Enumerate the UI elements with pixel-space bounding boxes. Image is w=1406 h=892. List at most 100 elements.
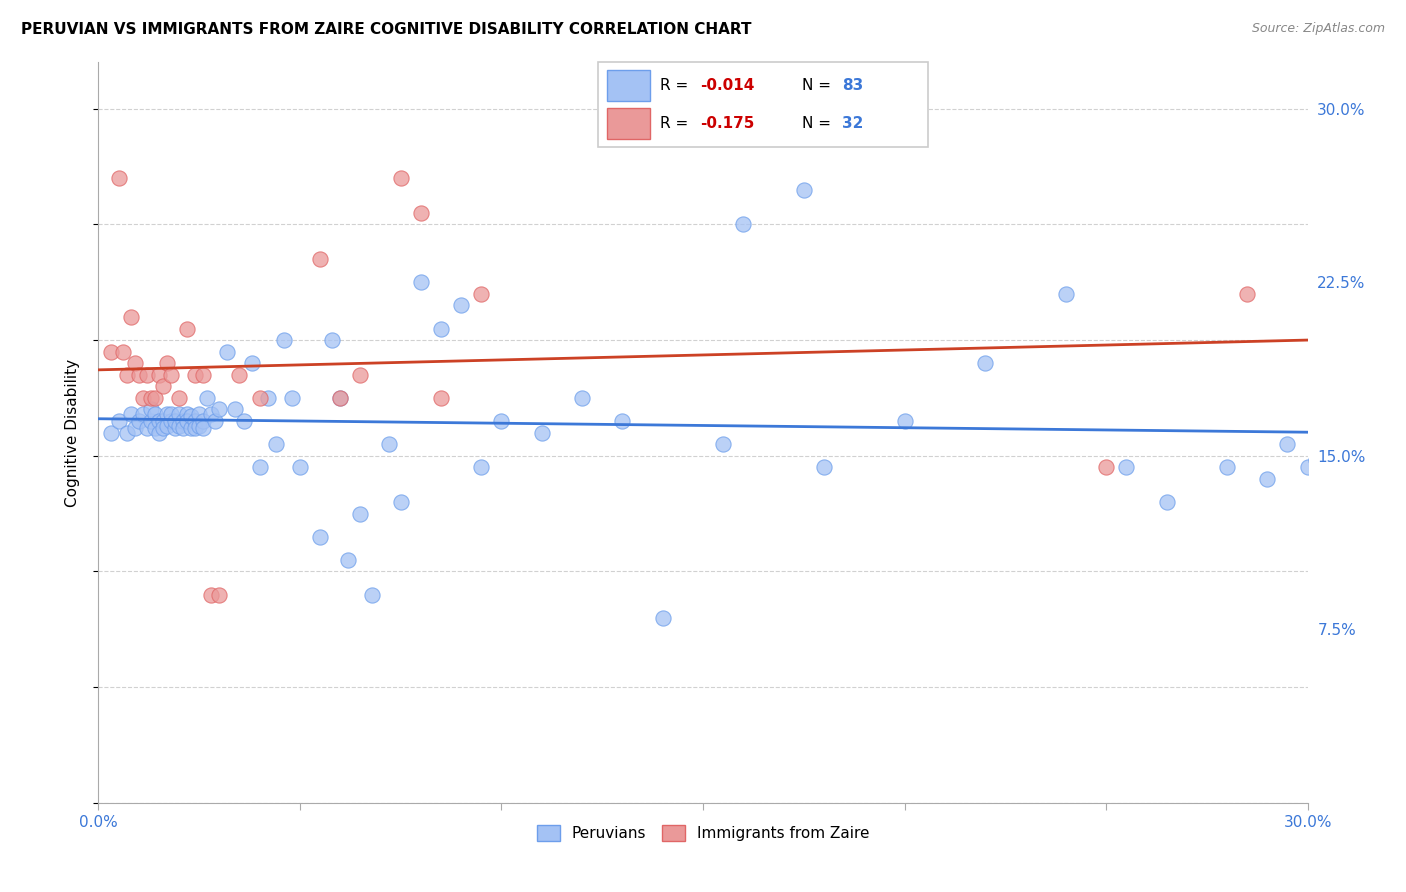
- Point: [813, 460, 835, 475]
- Point: [224, 402, 246, 417]
- Text: 83: 83: [842, 78, 863, 93]
- Point: [349, 368, 371, 382]
- Point: [167, 418, 190, 433]
- Point: [143, 421, 166, 435]
- Point: [273, 333, 295, 347]
- Point: [377, 437, 399, 451]
- Text: -0.014: -0.014: [700, 78, 755, 93]
- Point: [128, 414, 150, 428]
- Point: [111, 344, 134, 359]
- Point: [184, 421, 207, 435]
- Point: [172, 421, 194, 435]
- Point: [176, 407, 198, 421]
- Point: [163, 421, 186, 435]
- Point: [115, 368, 138, 382]
- Point: [491, 414, 513, 428]
- Point: [152, 379, 174, 393]
- Point: [240, 356, 263, 370]
- Point: [124, 356, 146, 370]
- Point: [249, 460, 271, 475]
- Point: [195, 391, 218, 405]
- Point: [1277, 437, 1299, 451]
- Point: [530, 425, 553, 440]
- Legend: Peruvians, Immigrants from Zaire: Peruvians, Immigrants from Zaire: [530, 819, 876, 847]
- Point: [135, 368, 157, 382]
- Point: [470, 460, 492, 475]
- Point: [128, 368, 150, 382]
- Point: [139, 402, 162, 417]
- Point: [115, 425, 138, 440]
- Point: [160, 407, 183, 421]
- Point: [309, 530, 332, 544]
- Point: [1156, 495, 1178, 509]
- Point: [337, 553, 360, 567]
- Point: [288, 460, 311, 475]
- FancyBboxPatch shape: [607, 108, 651, 139]
- Point: [217, 344, 239, 359]
- Text: -0.175: -0.175: [700, 116, 755, 131]
- Point: [974, 356, 997, 370]
- Point: [167, 407, 190, 421]
- Point: [163, 414, 186, 428]
- Point: [193, 414, 215, 428]
- Point: [571, 391, 593, 405]
- Point: [228, 368, 250, 382]
- Point: [329, 391, 352, 405]
- Point: [120, 310, 142, 324]
- Point: [139, 414, 162, 428]
- Point: [1216, 460, 1239, 475]
- Point: [148, 368, 170, 382]
- Point: [1115, 460, 1137, 475]
- Point: [120, 407, 142, 421]
- Point: [107, 171, 129, 186]
- Point: [143, 407, 166, 421]
- Point: [612, 414, 634, 428]
- Point: [180, 409, 202, 424]
- Y-axis label: Cognitive Disability: Cognitive Disability: [65, 359, 80, 507]
- Point: [200, 407, 222, 421]
- Point: [389, 495, 412, 509]
- Point: [152, 421, 174, 435]
- Point: [711, 437, 734, 451]
- Point: [132, 407, 155, 421]
- Point: [361, 588, 384, 602]
- Text: PERUVIAN VS IMMIGRANTS FROM ZAIRE COGNITIVE DISABILITY CORRELATION CHART: PERUVIAN VS IMMIGRANTS FROM ZAIRE COGNIT…: [21, 22, 752, 37]
- Text: N =: N =: [803, 116, 837, 131]
- Point: [1305, 453, 1327, 467]
- Point: [208, 402, 231, 417]
- Point: [124, 421, 146, 435]
- Point: [1256, 472, 1278, 486]
- Point: [430, 391, 453, 405]
- Point: [176, 321, 198, 335]
- Point: [148, 414, 170, 428]
- Point: [733, 218, 755, 232]
- Point: [135, 421, 157, 435]
- Text: Source: ZipAtlas.com: Source: ZipAtlas.com: [1251, 22, 1385, 36]
- Point: [188, 418, 211, 433]
- Point: [470, 286, 492, 301]
- Point: [1095, 460, 1118, 475]
- Point: [204, 414, 226, 428]
- FancyBboxPatch shape: [607, 70, 651, 101]
- Text: R =: R =: [661, 116, 693, 131]
- Point: [193, 421, 215, 435]
- Point: [281, 391, 304, 405]
- Text: N =: N =: [803, 78, 837, 93]
- Point: [1329, 437, 1351, 451]
- Point: [160, 368, 183, 382]
- Point: [100, 344, 122, 359]
- Text: 32: 32: [842, 116, 863, 131]
- Point: [172, 414, 194, 428]
- Point: [148, 425, 170, 440]
- Point: [107, 414, 129, 428]
- FancyBboxPatch shape: [598, 62, 928, 147]
- Point: [232, 414, 254, 428]
- Point: [389, 171, 412, 186]
- Point: [132, 391, 155, 405]
- Point: [249, 391, 271, 405]
- Point: [184, 368, 207, 382]
- Point: [184, 414, 207, 428]
- Point: [329, 391, 352, 405]
- Point: [193, 368, 215, 382]
- Point: [160, 414, 183, 428]
